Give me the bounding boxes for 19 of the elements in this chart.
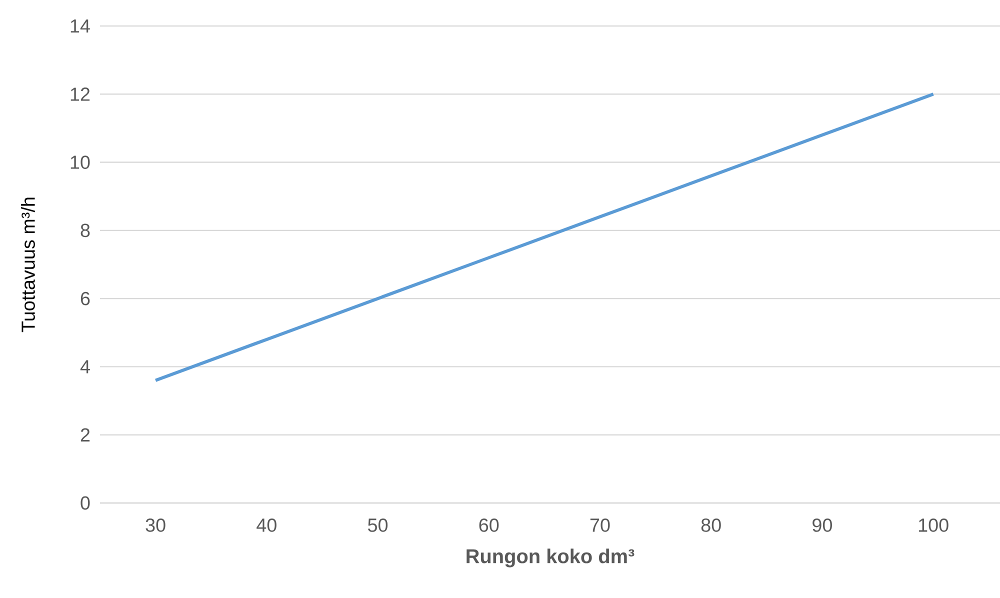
y-tick-label: 4 xyxy=(80,360,90,374)
y-axis-title: Tuottavuus m³/h xyxy=(21,198,35,332)
line-series xyxy=(154,92,935,382)
y-tick-label: 2 xyxy=(80,428,90,442)
x-tick-label: 50 xyxy=(368,518,388,532)
y-tick-label: 14 xyxy=(70,19,90,33)
y-tick-label: 10 xyxy=(70,156,90,169)
x-tick-label: 80 xyxy=(701,518,721,532)
x-axis-title: Rungon koko dm³ xyxy=(466,548,634,568)
x-tick-label: 40 xyxy=(256,518,276,532)
y-tick-label: 0 xyxy=(80,496,90,510)
x-tick-label: 70 xyxy=(590,518,610,532)
y-tick-label: 8 xyxy=(80,224,90,238)
y-tick-label: 12 xyxy=(70,88,90,101)
x-tick-label: 90 xyxy=(812,518,832,532)
x-tick-label: 100 xyxy=(918,518,948,532)
y-tick-label: 6 xyxy=(80,292,90,306)
x-tick-label: 30 xyxy=(146,518,166,532)
x-tick-label: 60 xyxy=(479,518,499,532)
